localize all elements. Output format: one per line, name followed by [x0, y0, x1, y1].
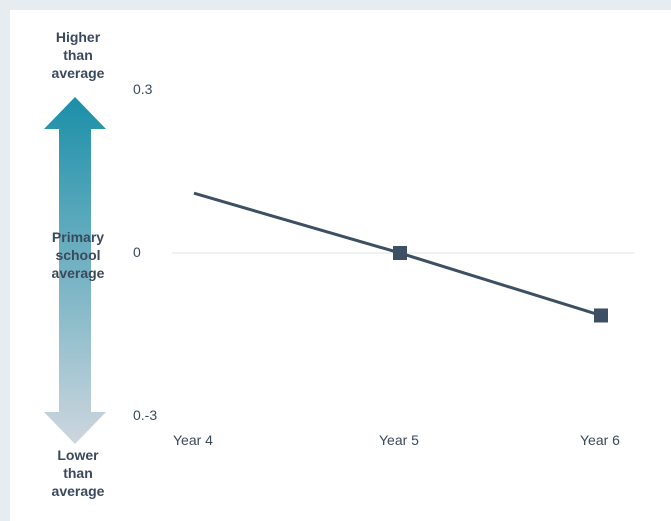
- x-tick-label: Year 6: [580, 432, 620, 448]
- data-point-marker-year-5: [393, 246, 407, 260]
- x-tick-label: Year 5: [379, 432, 419, 448]
- arrow-middle-label: Primary school average: [38, 228, 118, 282]
- arrow-bottom-label: Lower than average: [38, 446, 118, 500]
- y-tick-label: 0: [133, 244, 141, 260]
- x-tick-label: Year 4: [173, 432, 213, 448]
- arrow-top-label: Higher than average: [38, 28, 118, 82]
- data-point-marker-year-6: [594, 308, 608, 322]
- series-line-group: [194, 193, 608, 322]
- y-tick-label: 0.3: [133, 81, 152, 97]
- y-tick-label: 0.-3: [133, 407, 157, 423]
